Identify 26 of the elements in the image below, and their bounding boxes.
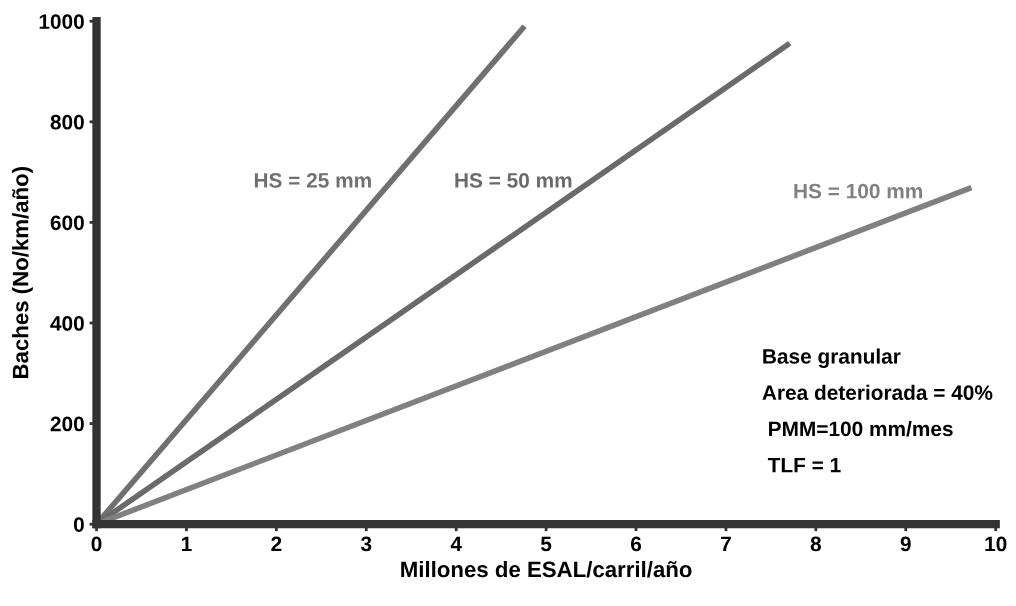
annotation: Area deteriorada = 40% [762, 384, 993, 401]
x-tick-label: 4 [450, 536, 462, 552]
y-tick-label: 600 [50, 215, 84, 231]
x-tick-label: 1 [181, 536, 192, 552]
series-label: HS = 100 mm [794, 183, 922, 199]
series-label: HS = 25 mm [254, 173, 371, 188]
x-tick-label: 0 [91, 536, 102, 552]
x-tick-label: 5 [540, 536, 552, 552]
x-tick-label: 6 [630, 536, 642, 552]
y-tick-label: 200 [50, 416, 84, 432]
annotation: TLF = 1 [767, 457, 841, 473]
annotation: Base granular [763, 348, 901, 368]
y-tick-label: 0 [73, 517, 84, 532]
y-axis-title: Baches (No/km/año) [12, 166, 33, 379]
y-tick-label: 1000 [39, 14, 84, 29]
series-label: HS = 50 mm [455, 173, 572, 188]
x-tick-label: 3 [360, 536, 372, 552]
x-tick-label: 9 [900, 536, 911, 552]
y-tick-label: 400 [50, 316, 84, 331]
x-tick-label: 2 [271, 536, 282, 552]
y-tick-label: 800 [50, 114, 84, 130]
x-tick-label: 10 [985, 536, 1007, 552]
x-tick-label: 8 [810, 536, 821, 552]
x-tick-label: 7 [721, 536, 731, 552]
x-axis-title: Millones de ESAL/carril/año [401, 560, 692, 578]
annotation: PMM=100 mm/mes [769, 420, 953, 437]
